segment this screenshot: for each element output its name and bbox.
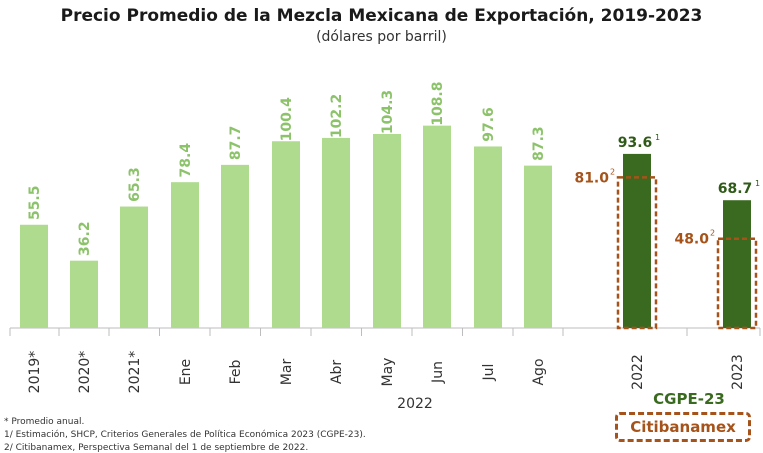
x-tick-label: Ene bbox=[178, 359, 194, 385]
data-label-superscript: 1 bbox=[655, 133, 660, 142]
data-label: 36.2 bbox=[77, 221, 93, 256]
x-tick-label: Mar bbox=[279, 359, 295, 386]
x-tick-label: 2021* bbox=[127, 351, 143, 394]
x-tick-label: Jun bbox=[430, 361, 446, 384]
x-tick-label: 2020* bbox=[77, 351, 93, 394]
data-label: 108.8 bbox=[430, 81, 446, 125]
x-tick-label: 2023 bbox=[730, 354, 746, 390]
citibanamex-label: 48.0 bbox=[674, 232, 709, 248]
chart-title: Precio Promedio de la Mezcla Mexicana de… bbox=[60, 6, 703, 26]
citibanamex-box-2022 bbox=[616, 176, 658, 330]
bar-Mar bbox=[272, 141, 300, 328]
data-label-superscript: 1 bbox=[755, 179, 760, 188]
bar-Ago bbox=[524, 165, 552, 328]
citibanamex-box-2023 bbox=[716, 237, 758, 330]
bar-Jul bbox=[474, 146, 502, 328]
bar-Abr bbox=[322, 137, 350, 328]
data-label: 65.3 bbox=[127, 167, 143, 202]
data-label: 93.6 bbox=[618, 135, 653, 151]
x-tick-label: 2022 bbox=[630, 354, 646, 390]
footnote-3: 2/ Citibanamex, Perspectiva Semanal del … bbox=[4, 443, 309, 453]
data-label: 87.3 bbox=[531, 126, 547, 161]
x-tick-label: 2019* bbox=[27, 351, 43, 394]
x-tick-label: Ago bbox=[531, 358, 547, 385]
x-tick-label: Abr bbox=[329, 360, 345, 384]
bar-Feb bbox=[221, 164, 249, 328]
data-label: 87.7 bbox=[228, 126, 244, 161]
bar-May bbox=[373, 134, 401, 328]
citibanamex-label-superscript: 2 bbox=[610, 167, 615, 176]
bar-2022 bbox=[623, 153, 651, 328]
x-tick-label: Jul bbox=[481, 364, 497, 382]
legend-cgpe: CGPE-23 bbox=[653, 390, 725, 408]
bar-2023 bbox=[723, 200, 751, 328]
bar-Jun bbox=[423, 125, 451, 328]
data-label: 55.5 bbox=[27, 185, 43, 220]
bar-2020* bbox=[70, 260, 98, 328]
data-label: 104.3 bbox=[380, 90, 396, 134]
data-label: 78.4 bbox=[178, 143, 194, 178]
group-label-2022: 2022 bbox=[397, 396, 433, 412]
data-label: 68.7 bbox=[718, 181, 753, 197]
bar-Ene bbox=[171, 182, 199, 328]
bar-2021* bbox=[120, 206, 148, 328]
citibanamex-label: 81.0 bbox=[574, 170, 609, 186]
data-label: 97.6 bbox=[481, 107, 497, 142]
bar-2019* bbox=[20, 224, 48, 328]
x-tick-label: May bbox=[380, 358, 396, 387]
footnote-1: * Promedio anual. bbox=[4, 417, 85, 427]
footnote-2: 1/ Estimación, SHCP, Criterios Generales… bbox=[4, 430, 366, 440]
x-tick-label: Feb bbox=[228, 359, 244, 384]
chart-subtitle: (dólares por barril) bbox=[316, 29, 447, 45]
data-label: 100.4 bbox=[279, 97, 295, 142]
legend-citibanamex: Citibanamex bbox=[615, 412, 751, 442]
data-label: 102.2 bbox=[329, 94, 345, 138]
citibanamex-label-superscript: 2 bbox=[710, 229, 715, 238]
